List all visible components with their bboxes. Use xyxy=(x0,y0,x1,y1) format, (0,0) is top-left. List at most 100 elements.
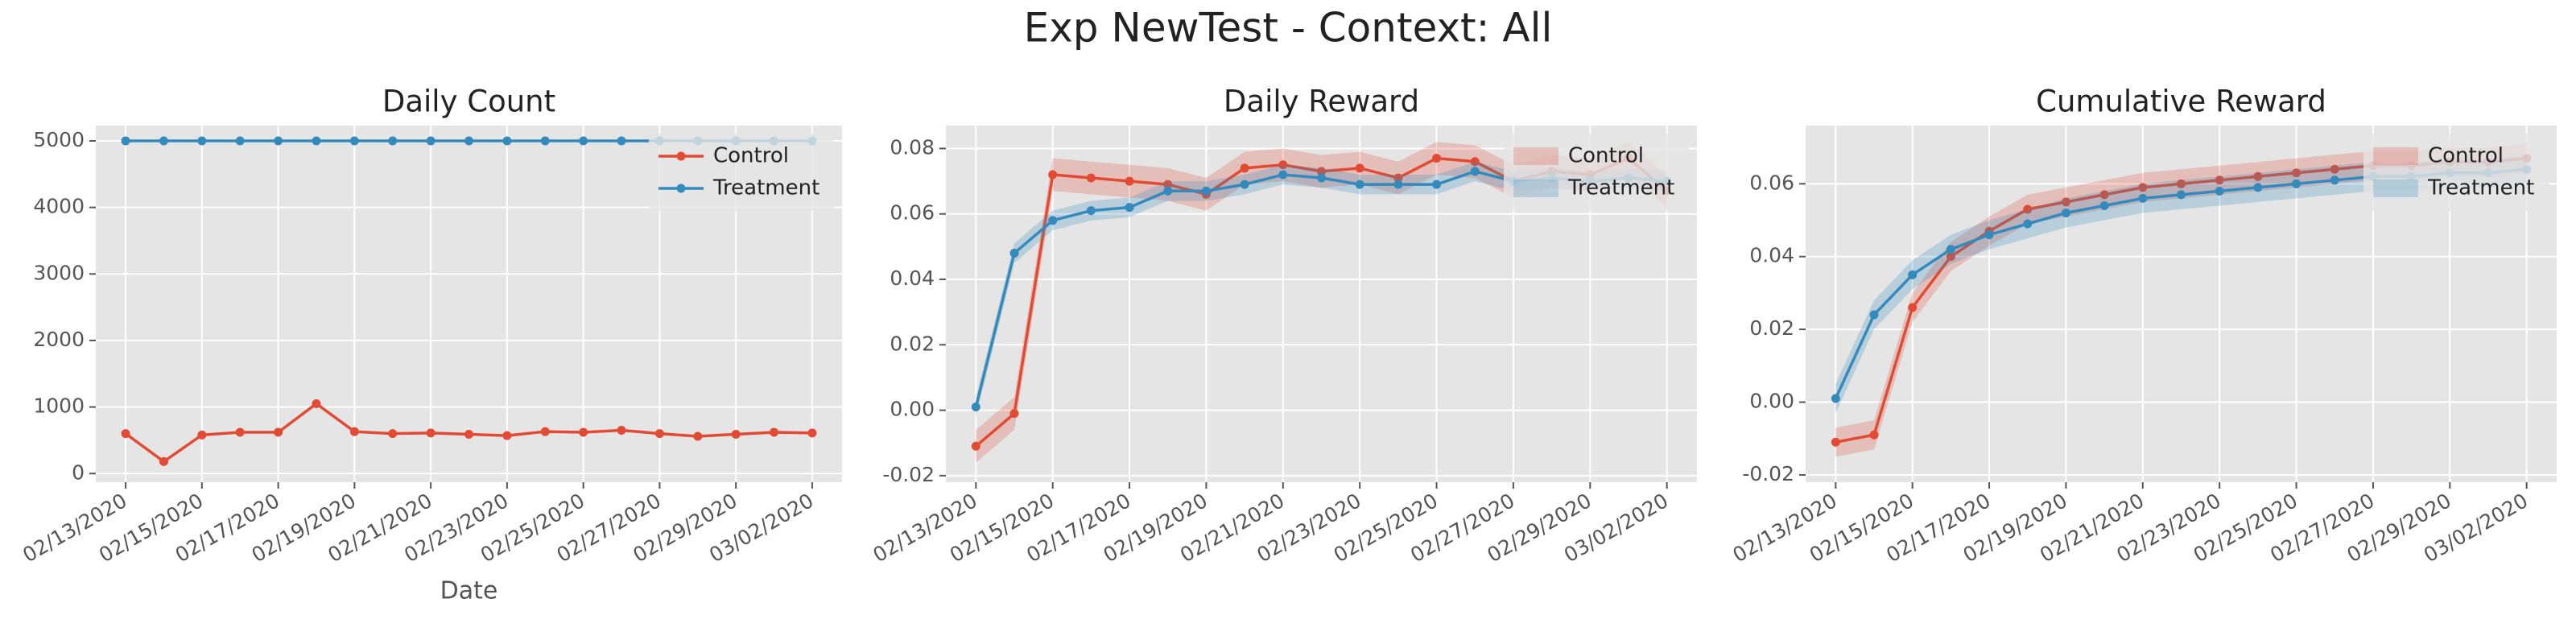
point xyxy=(1240,180,1249,189)
point xyxy=(235,136,245,146)
point xyxy=(426,136,436,146)
legend-box xyxy=(2363,134,2549,211)
point xyxy=(197,430,207,440)
point xyxy=(1317,173,1326,183)
point xyxy=(617,426,626,436)
point xyxy=(2138,183,2148,192)
point xyxy=(731,429,741,439)
point xyxy=(1946,252,1955,262)
point xyxy=(540,136,550,146)
y-tick-label: 0.06 xyxy=(890,201,935,225)
point xyxy=(2292,168,2301,178)
point xyxy=(388,136,398,146)
point xyxy=(1009,409,1019,419)
figure-title: Exp NewTest - Context: All xyxy=(1024,5,1553,52)
y-tick-label: 0.04 xyxy=(890,266,935,290)
point xyxy=(2138,193,2148,203)
legend-label: Control xyxy=(713,144,789,168)
point xyxy=(1048,216,1058,225)
point xyxy=(1831,394,1840,403)
legend-box xyxy=(1504,134,1689,211)
legend-box xyxy=(649,134,834,211)
point xyxy=(1432,154,1442,163)
y-tick-label: 0.06 xyxy=(1749,171,1794,194)
point xyxy=(654,429,664,439)
point xyxy=(770,427,779,437)
y-tick-label: 0 xyxy=(72,460,85,484)
point xyxy=(1278,170,1288,180)
legend-label: Treatment xyxy=(1567,176,1674,200)
point xyxy=(388,429,398,439)
legend-label: Control xyxy=(2428,144,2504,168)
point xyxy=(1355,163,1364,173)
y-tick-label: 0.08 xyxy=(890,135,935,159)
point xyxy=(2177,179,2186,188)
point xyxy=(2099,190,2109,200)
point xyxy=(2292,179,2301,188)
x-axis-label: Date xyxy=(440,577,498,605)
point xyxy=(2061,208,2070,217)
y-tick-label: 5000 xyxy=(33,128,85,151)
chart-title: Daily Reward xyxy=(1224,85,1419,119)
point xyxy=(807,428,817,438)
point xyxy=(1470,167,1480,176)
point xyxy=(1831,437,1840,447)
point xyxy=(540,427,550,436)
point xyxy=(312,136,321,146)
point xyxy=(617,136,626,146)
y-tick-label: 0.00 xyxy=(1749,390,1794,413)
point xyxy=(464,136,473,146)
point xyxy=(312,398,321,408)
point xyxy=(2215,175,2224,185)
point xyxy=(502,431,512,440)
chart-title: Cumulative Reward xyxy=(2036,85,2326,119)
point xyxy=(1163,180,1173,189)
chart-title: Daily Count xyxy=(382,85,555,119)
y-tick-label: -0.02 xyxy=(882,463,935,486)
point xyxy=(426,428,436,438)
point xyxy=(159,136,168,146)
point xyxy=(1869,310,1879,320)
point xyxy=(693,431,703,441)
point xyxy=(1009,249,1019,258)
point xyxy=(2253,171,2263,181)
point xyxy=(2215,186,2224,196)
point xyxy=(1908,303,1918,312)
point xyxy=(1240,163,1249,173)
point xyxy=(1393,180,1403,189)
point xyxy=(2023,204,2033,214)
point xyxy=(159,456,168,466)
point xyxy=(2099,200,2109,210)
point xyxy=(1086,173,1096,183)
point xyxy=(1355,180,1364,189)
point xyxy=(1086,206,1096,216)
point xyxy=(274,136,283,146)
point xyxy=(1470,157,1480,167)
legend-label: Treatment xyxy=(2427,176,2534,200)
point xyxy=(464,429,473,439)
point xyxy=(2061,197,2070,207)
legend-swatch xyxy=(1513,180,1558,197)
legend-swatch xyxy=(2373,147,2418,165)
point xyxy=(121,136,130,146)
y-tick-label: 3000 xyxy=(33,261,85,284)
legend-marker xyxy=(676,184,686,193)
point xyxy=(1278,160,1288,170)
point xyxy=(1125,176,1134,186)
y-tick-label: 0.02 xyxy=(1749,316,1794,340)
y-tick-label: 0.02 xyxy=(890,332,935,355)
point xyxy=(1908,270,1918,279)
point xyxy=(349,136,359,146)
y-tick-label: 2000 xyxy=(33,328,85,351)
confidence-band xyxy=(1835,155,2527,414)
point xyxy=(971,441,980,451)
confidence-band xyxy=(1835,143,2527,457)
point xyxy=(349,427,359,436)
point xyxy=(1393,173,1403,183)
y-tick-label: 0.00 xyxy=(890,398,935,421)
point xyxy=(197,136,207,146)
point xyxy=(274,427,283,437)
legend-swatch xyxy=(1513,147,1558,165)
legend-label: Control xyxy=(1568,144,1644,168)
